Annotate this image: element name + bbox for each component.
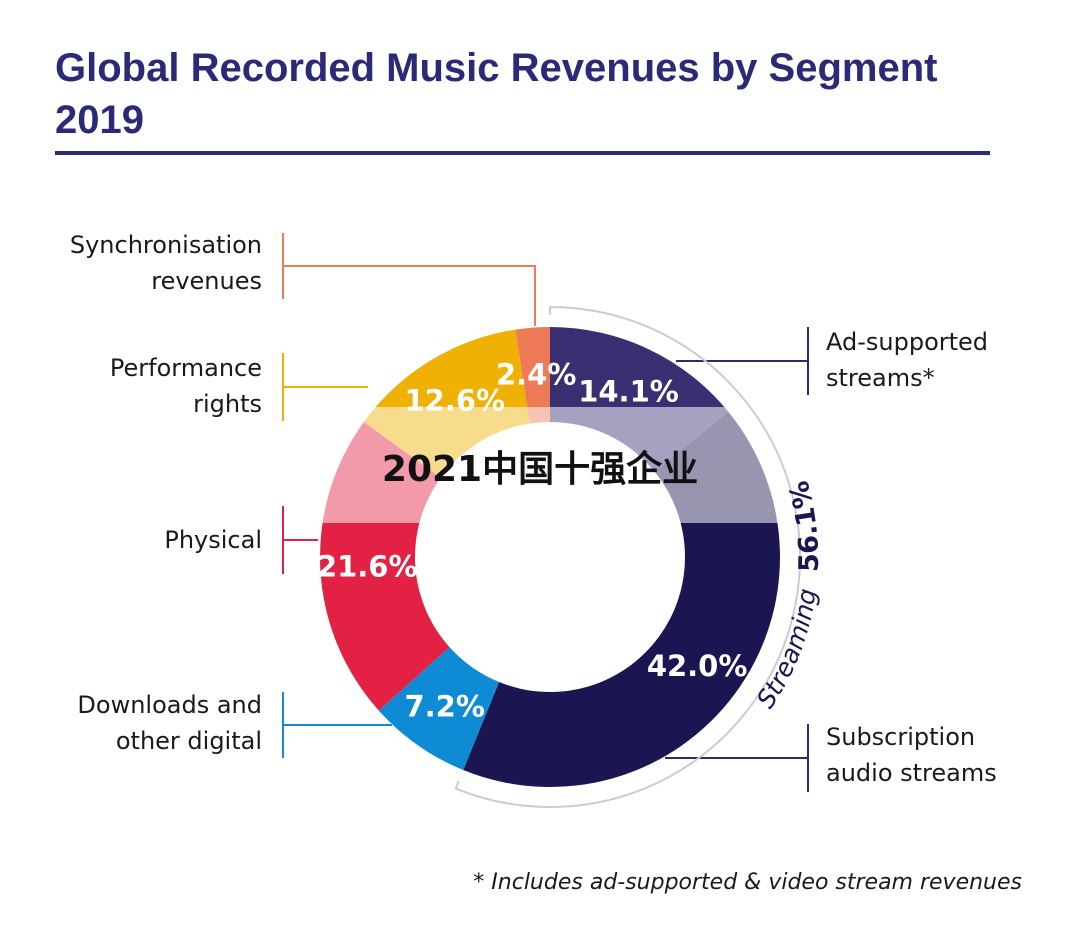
value-label-1: 42.0%	[647, 649, 748, 683]
value-label-0: 14.1%	[578, 375, 679, 409]
leader-line-sync	[282, 233, 536, 326]
chart-title: Global Recorded Music Revenues by Segmen…	[55, 46, 938, 142]
value-label-3: 21.6%	[317, 549, 418, 583]
leader-line-subscription	[665, 724, 809, 792]
title-divider	[55, 151, 990, 155]
slice-5	[515, 327, 550, 424]
label-ad-supported: Ad-supported streams*	[826, 328, 989, 392]
label-synchronisation: Synchronisation revenues	[69, 231, 262, 295]
label-downloads: Downloads and other digital	[77, 691, 262, 755]
leader-line-performance	[282, 353, 368, 421]
streaming-value-text: 56.1%	[784, 478, 826, 573]
value-label-4: 12.6%	[404, 384, 505, 418]
label-subscription: Subscription audio streams	[826, 723, 997, 787]
value-labels: 14.1% 42.0% 7.2% 21.6% 12.6%2.4%	[317, 358, 747, 724]
leader-line-ad	[676, 327, 809, 395]
watermark-text: 2021中国十强企业	[381, 449, 699, 490]
leader-lines	[282, 233, 809, 792]
value-label-5: 2.4%	[496, 358, 576, 392]
leader-line-physical	[282, 506, 318, 574]
streaming-bracket	[454, 305, 801, 808]
slice-2	[378, 647, 500, 771]
footnote: * Includes ad-supported & video stream r…	[473, 870, 1022, 895]
label-physical: Physical	[164, 526, 262, 554]
watermark-band	[300, 407, 780, 523]
leader-line-downloads	[282, 692, 392, 758]
value-label-2: 7.2%	[404, 690, 484, 724]
label-performance-rights: Performance rights	[109, 354, 262, 418]
